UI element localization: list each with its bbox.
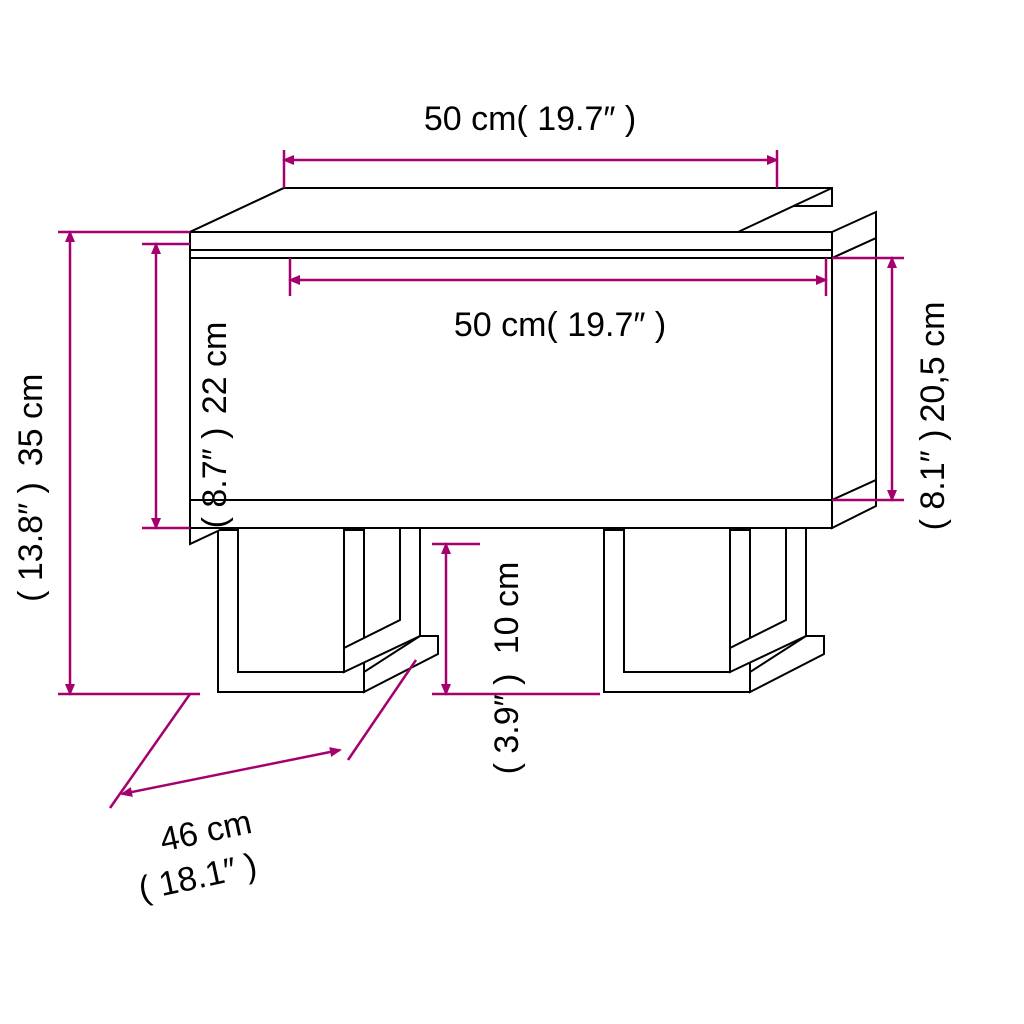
svg-text:20,5 cm: 20,5 cm [914,302,952,423]
left-leg [218,526,438,692]
furniture-dimension-diagram: 50 cm( 19.7″ ) 50 cm( 19.7″ ) 35 cm ( 13… [0,0,1024,1024]
dim-body-height-in: 8.7 [196,460,234,507]
furniture-body [190,188,876,692]
svg-text:( 18.1″ ): ( 18.1″ ) [135,846,260,908]
svg-text:( 8.7″ ): ( 8.7″ ) [196,428,234,529]
dim-total-height: 35 cm ( 13.8″ ) [12,232,200,694]
dim-depth-in: 18.1 [156,853,229,904]
dim-drawer-width-cm: 50 [454,306,492,344]
svg-text:( 8.1″ ): ( 8.1″ ) [914,430,952,531]
dim-total-height-in: 13.8 [12,515,50,581]
svg-text:50 cm( 19.7″ ): 50 cm( 19.7″ ) [454,306,666,344]
dim-leg-height-cm: 10 [488,616,526,654]
dim-drawer-height-cm: 20,5 [914,356,952,422]
dim-top-width-cm: 50 [424,100,462,138]
dim-leg-height: 10 cm ( 3.9″ ) [432,544,600,774]
svg-text:50 cm( 19.7″ ): 50 cm( 19.7″ ) [424,100,636,138]
svg-text:( 3.9″ ): ( 3.9″ ) [488,674,526,775]
svg-text:10 cm: 10 cm [488,562,526,655]
svg-text:( 13.8″ ): ( 13.8″ ) [12,482,50,602]
dim-total-height-cm: 35 [12,428,50,466]
dim-top-width-in: 19.7 [537,100,603,138]
right-leg [604,526,824,692]
dim-body-height-cm: 22 [196,376,234,414]
dim-drawer-height-in: 8.1 [914,462,952,509]
svg-text:35 cm: 35 cm [12,374,50,467]
dim-leg-height-in: 3.9 [488,706,526,753]
dim-drawer-width-in: 19.7 [567,306,633,344]
dim-top-width: 50 cm( 19.7″ ) [284,100,777,188]
svg-text:22 cm: 22 cm [196,322,234,415]
dim-depth: 46 cm ( 18.1″ ) [110,660,416,908]
drawer-front [190,258,832,500]
